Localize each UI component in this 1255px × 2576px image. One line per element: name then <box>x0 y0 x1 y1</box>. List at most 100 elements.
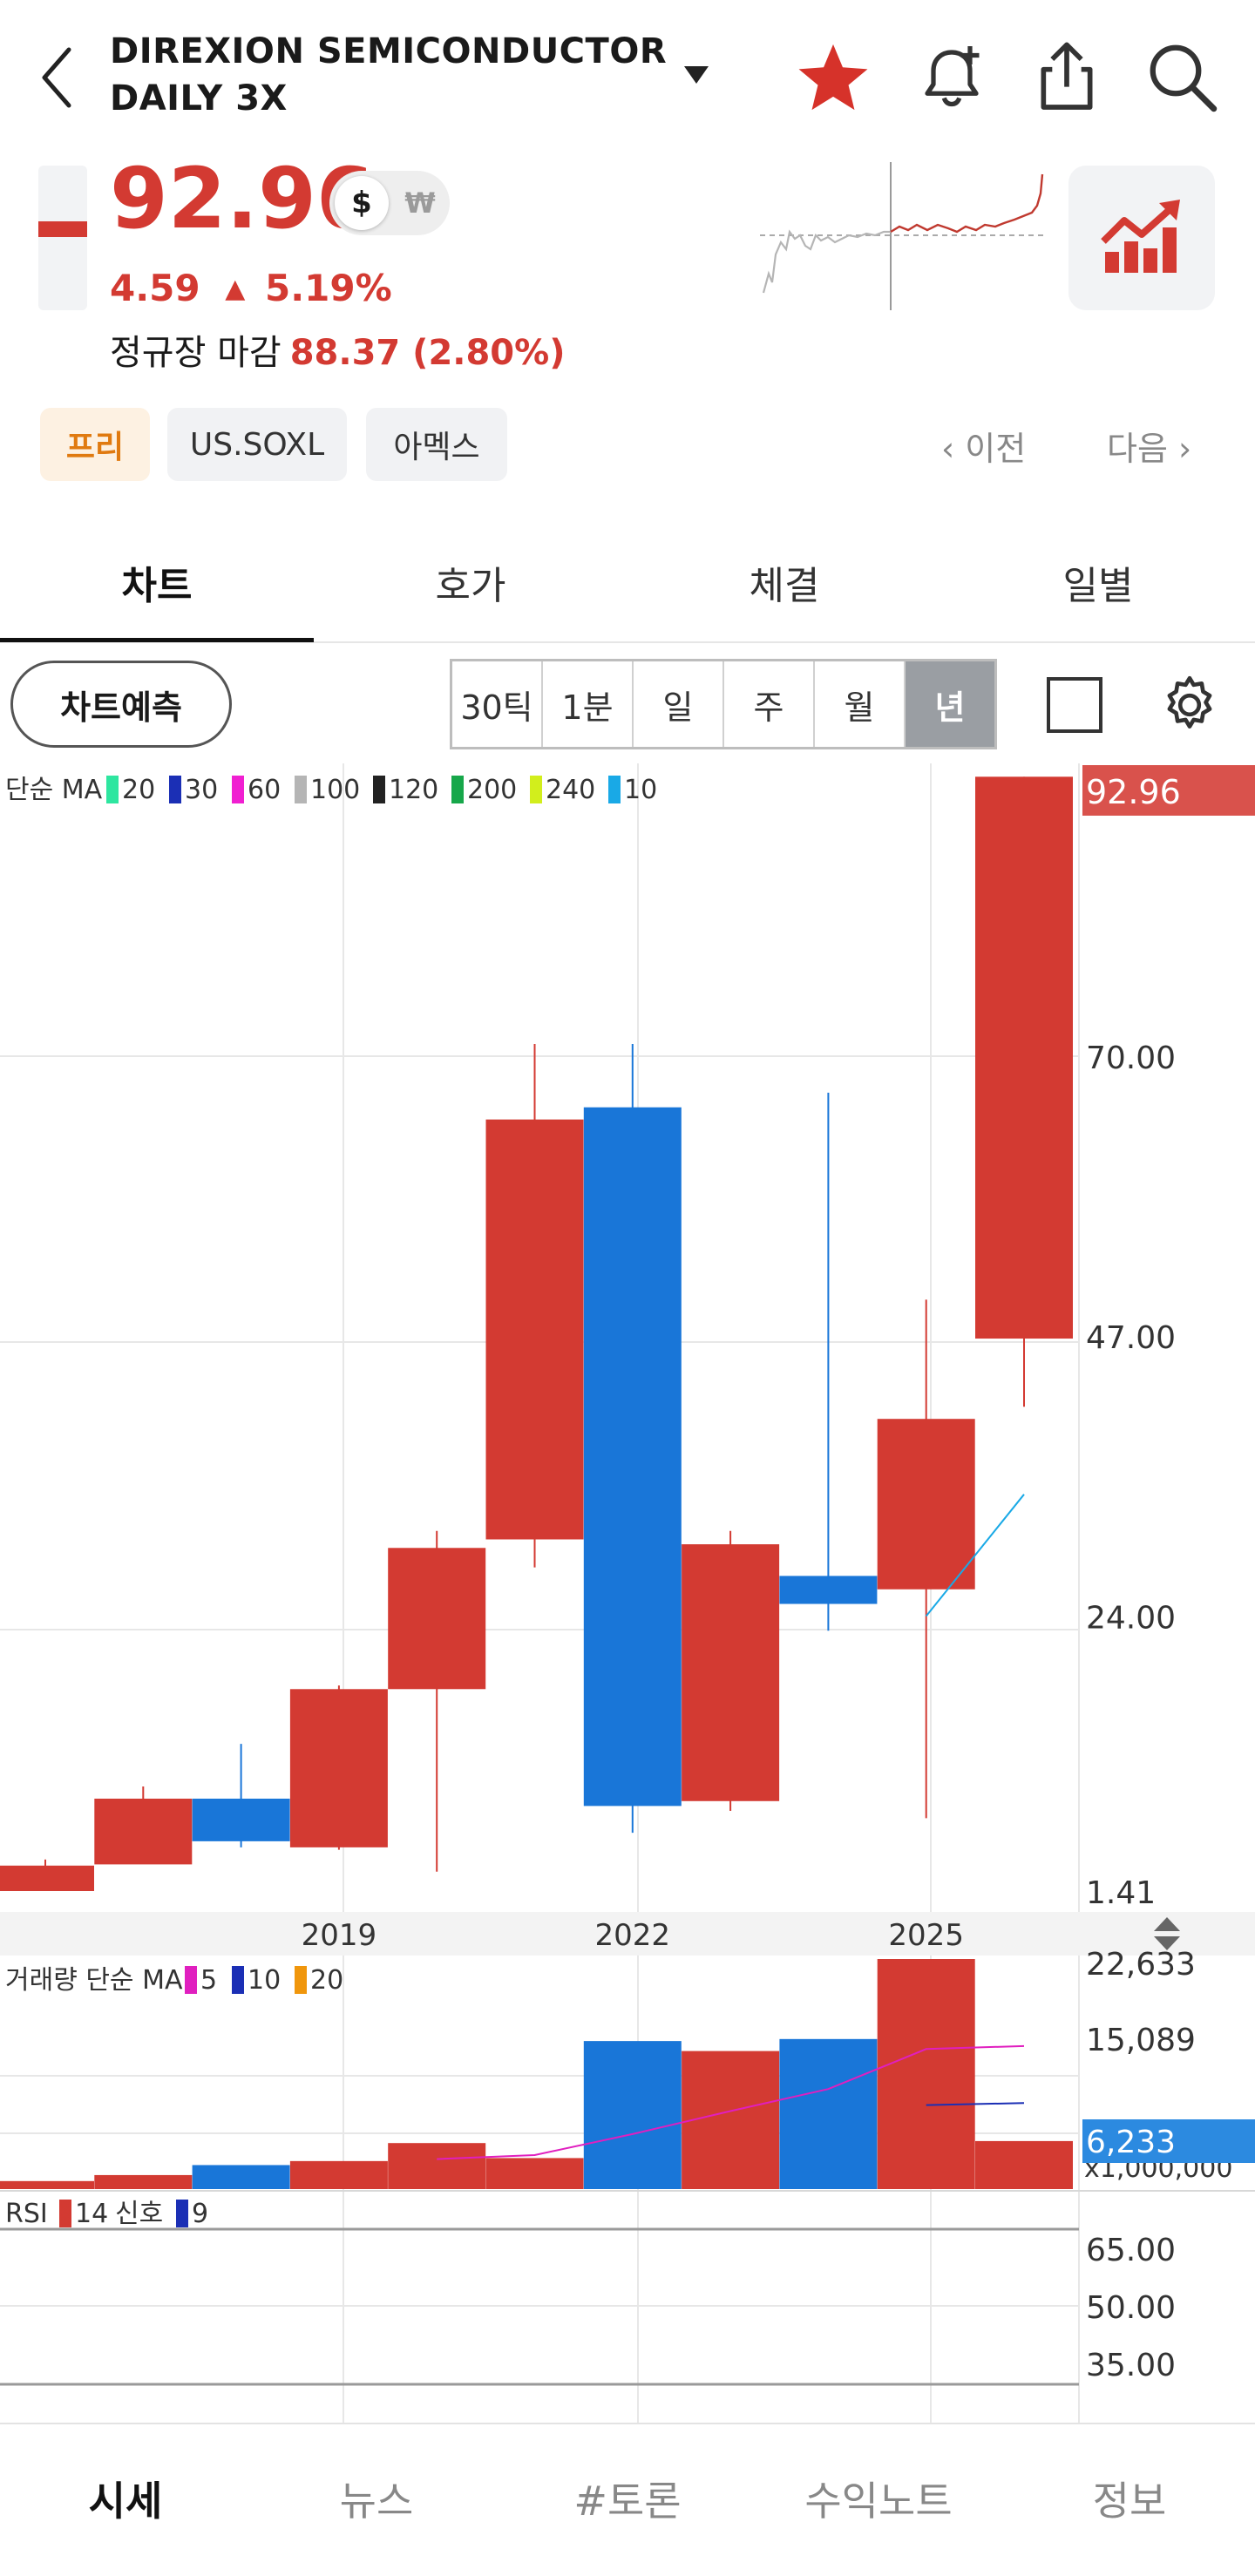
candle-body-2019 <box>289 1689 388 1847</box>
volume-tick-label: 22,633 <box>1086 1947 1196 1983</box>
panel-resize-icon[interactable] <box>1154 1917 1180 1950</box>
ticker-chip[interactable]: US.SOXL <box>167 408 347 481</box>
share-icon[interactable] <box>1025 35 1109 119</box>
period-30tick[interactable]: 30틱 <box>452 661 543 747</box>
period-selector: 30틱 1분 일 주 월 년 <box>450 659 997 749</box>
time-tick-label: 2025 <box>888 1918 964 1953</box>
premarket-chip[interactable]: 프리 <box>40 408 150 481</box>
volume-legend-swatch <box>185 1966 197 1994</box>
rsi-tick-label: 35.00 <box>1086 2348 1176 2383</box>
regular-close-label: 정규장 마감 <box>110 333 282 373</box>
nav-quote[interactable]: 시세 <box>88 2478 163 2525</box>
ma-legend-label: 10 <box>624 775 657 805</box>
volume-bar-2019 <box>289 2160 388 2189</box>
next-stock-link[interactable]: 다음 › <box>1107 430 1192 468</box>
ma-legend-swatch <box>451 776 464 803</box>
add-alert-bell-icon[interactable] <box>910 35 994 119</box>
rsi-legend-label: 9 <box>192 2199 208 2229</box>
ma-legend-swatch <box>530 776 542 803</box>
time-axis: 2019 2022 2025 <box>302 1918 964 1953</box>
period-day[interactable]: 일 <box>634 661 724 747</box>
candle-body-2020 <box>388 1548 486 1690</box>
ma-legend-swatch <box>295 776 307 803</box>
volume-bar-2024 <box>779 2038 878 2189</box>
tab-daily[interactable]: 일별 <box>1062 564 1134 608</box>
volume-bar-2022 <box>583 2041 682 2189</box>
ma-legend-prefix: 단순 MA <box>5 775 103 805</box>
volume-moving-average <box>437 2044 1025 2160</box>
price-tick-label: 1.41 <box>1086 1875 1156 1911</box>
chevron-down-icon[interactable] <box>676 58 716 92</box>
bottom-navigation: 시세 뉴스 #토론 수익노트 정보 <box>0 2423 1255 2576</box>
price-change: 4.59 ▲ 5.19% <box>110 267 392 309</box>
chart-type-button[interactable] <box>1068 166 1215 310</box>
fullscreen-square-icon[interactable] <box>1037 668 1112 742</box>
volume-bar-2016 <box>0 2180 94 2189</box>
ma10-line <box>925 1494 1025 1617</box>
candle-body-2017 <box>94 1798 193 1865</box>
back-icon[interactable] <box>26 38 87 117</box>
volume-ma5-line <box>437 2044 1025 2160</box>
volume-legend-label: 5 <box>200 1965 217 1996</box>
tab-trades[interactable]: 체결 <box>749 564 820 608</box>
rsi-legend: RSI 14 신호 9 <box>5 2199 208 2229</box>
rsi-legend-prefix: RSI <box>5 2199 48 2229</box>
tab-orderbook[interactable]: 호가 <box>435 564 506 608</box>
currency-usd-option[interactable]: $ <box>335 176 389 230</box>
volume-tick-label: 15,089 <box>1086 2023 1196 2058</box>
ma-legend: 단순 MA 20 30 60 100 120 200 240 10 <box>5 775 657 805</box>
trend-bars-icon <box>1101 200 1180 273</box>
nav-profit-notes[interactable]: 수익노트 <box>804 2478 953 2525</box>
currency-toggle[interactable]: $ ₩ <box>329 171 450 235</box>
change-amount: 4.59 <box>110 267 200 309</box>
volume-legend-swatch <box>232 1966 244 1994</box>
candle-body-2016 <box>0 1865 94 1891</box>
currency-krw-option[interactable]: ₩ <box>404 186 436 220</box>
chart-grid <box>0 763 1080 2423</box>
volume-bar-2025 <box>877 1959 975 2189</box>
price-range-indicator <box>38 166 87 310</box>
candle-body-2021 <box>485 1119 584 1540</box>
tab-chart[interactable]: 차트 <box>121 564 193 608</box>
rsi-axis: 65.00 50.00 35.00 <box>1086 2233 1176 2383</box>
candle-body-2018 <box>192 1798 290 1841</box>
stock-title-line1: DIREXION SEMICONDUCTOR <box>110 31 668 71</box>
volume-legend-label: 20 <box>310 1965 343 1996</box>
volume-bar-2020 <box>388 2143 486 2189</box>
intraday-sparkline[interactable] <box>760 162 1044 310</box>
price-tick-label: 70.00 <box>1086 1041 1176 1076</box>
period-month[interactable]: 월 <box>815 661 906 747</box>
regular-close: 정규장 마감 88.37 (2.80%) <box>110 324 566 375</box>
nav-info[interactable]: 정보 <box>1092 2478 1167 2525</box>
prev-stock-link[interactable]: ‹ 이전 <box>941 430 1027 468</box>
ma-legend-label: 20 <box>122 775 155 805</box>
yearly-candlestick-chart[interactable]: 1.41 24.00 47.00 70.00 92.96 단순 MA 20 30 60 100 1… <box>0 763 1255 2423</box>
rsi-tick-label: 50.00 <box>1086 2290 1176 2326</box>
period-week[interactable]: 주 <box>724 661 815 747</box>
period-year[interactable]: 년 <box>906 661 994 747</box>
volume-legend-label: 10 <box>248 1965 281 1996</box>
nav-news[interactable]: 뉴스 <box>339 2478 414 2525</box>
active-tab-indicator <box>0 638 314 642</box>
time-tick-label: 2019 <box>302 1918 377 1953</box>
price-axis: 1.41 24.00 47.00 70.00 92.96 <box>1082 765 1255 1911</box>
candles <box>0 776 1073 1891</box>
volume-legend-swatch <box>295 1966 307 1994</box>
favorite-star-icon[interactable] <box>790 37 877 120</box>
ma-legend-label: 120 <box>389 775 438 805</box>
period-1min[interactable]: 1분 <box>543 661 634 747</box>
candle-body-2025 <box>877 1419 975 1590</box>
volume-legend: 거래량 단순 MA 5 10 20 <box>5 1965 343 1996</box>
ma-legend-label: 100 <box>310 775 360 805</box>
exchange-chip[interactable]: 아멕스 <box>366 408 507 481</box>
search-icon[interactable] <box>1140 35 1224 119</box>
rsi-legend-label: 신호 <box>115 2199 163 2229</box>
ma-legend-swatch <box>106 776 119 803</box>
change-percent: 5.19% <box>264 267 392 309</box>
price-tick-label: 47.00 <box>1086 1320 1176 1356</box>
nav-discussion[interactable]: #토론 <box>573 2478 682 2525</box>
settings-gear-icon[interactable] <box>1149 664 1231 746</box>
volume-last-label: 6,233 <box>1086 2125 1176 2160</box>
chart-forecast-button[interactable]: 차트예측 <box>10 661 232 748</box>
